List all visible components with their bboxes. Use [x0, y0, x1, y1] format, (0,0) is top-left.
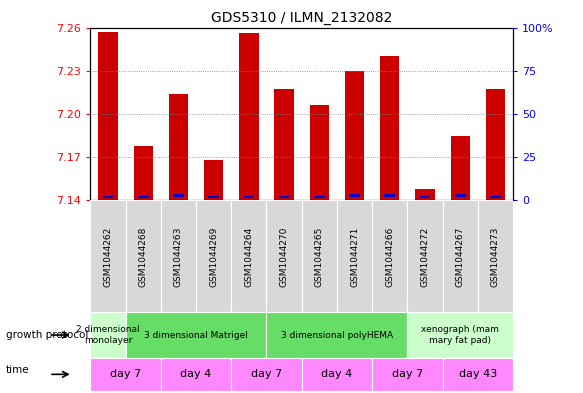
- Bar: [138, 196, 149, 198]
- Text: GSM1044270: GSM1044270: [280, 226, 289, 286]
- Bar: [310, 105, 329, 200]
- Bar: [103, 196, 113, 198]
- Bar: [451, 136, 470, 200]
- Bar: [204, 160, 223, 200]
- Text: GSM1044262: GSM1044262: [103, 226, 113, 286]
- Bar: [99, 32, 118, 200]
- Bar: [478, 200, 513, 312]
- Text: day 4: day 4: [180, 369, 212, 379]
- Bar: [161, 358, 231, 391]
- Bar: [408, 200, 442, 312]
- Text: 2 dimensional
monolayer: 2 dimensional monolayer: [76, 325, 140, 345]
- Text: GSM1044271: GSM1044271: [350, 226, 359, 286]
- Text: day 7: day 7: [251, 369, 282, 379]
- Bar: [239, 33, 258, 200]
- Text: GSM1044266: GSM1044266: [385, 226, 394, 286]
- Text: GSM1044268: GSM1044268: [139, 226, 147, 286]
- Bar: [90, 358, 161, 391]
- Bar: [266, 200, 302, 312]
- Bar: [302, 200, 337, 312]
- Text: GSM1044263: GSM1044263: [174, 226, 183, 286]
- Bar: [420, 196, 430, 198]
- Bar: [442, 200, 478, 312]
- Text: day 7: day 7: [392, 369, 423, 379]
- Bar: [244, 196, 254, 198]
- Bar: [161, 200, 196, 312]
- Text: day 4: day 4: [321, 369, 353, 379]
- Bar: [372, 200, 408, 312]
- Bar: [125, 200, 161, 312]
- Text: xenograph (mam
mary fat pad): xenograph (mam mary fat pad): [422, 325, 499, 345]
- Bar: [415, 189, 435, 200]
- Bar: [134, 146, 153, 200]
- Text: time: time: [6, 365, 30, 375]
- Bar: [314, 196, 325, 198]
- Bar: [372, 358, 442, 391]
- Bar: [408, 312, 513, 358]
- Bar: [380, 56, 399, 200]
- Bar: [208, 196, 219, 198]
- Bar: [442, 358, 513, 391]
- Bar: [275, 90, 294, 200]
- Text: day 43: day 43: [459, 369, 497, 379]
- Bar: [90, 312, 125, 358]
- Text: GSM1044273: GSM1044273: [491, 226, 500, 286]
- Text: GSM1044264: GSM1044264: [244, 226, 254, 286]
- Bar: [173, 194, 184, 196]
- Bar: [345, 71, 364, 200]
- Bar: [125, 312, 266, 358]
- Bar: [490, 196, 501, 198]
- Bar: [337, 200, 372, 312]
- Bar: [455, 194, 466, 196]
- Bar: [279, 196, 289, 198]
- Bar: [486, 90, 505, 200]
- Text: day 7: day 7: [110, 369, 141, 379]
- Bar: [231, 358, 302, 391]
- Bar: [384, 194, 395, 196]
- Bar: [231, 200, 266, 312]
- Text: GSM1044265: GSM1044265: [315, 226, 324, 286]
- Text: 3 dimensional polyHEMA: 3 dimensional polyHEMA: [281, 331, 393, 340]
- Bar: [266, 312, 408, 358]
- Text: growth protocol: growth protocol: [6, 330, 88, 340]
- Text: GSM1044269: GSM1044269: [209, 226, 218, 286]
- Title: GDS5310 / ILMN_2132082: GDS5310 / ILMN_2132082: [211, 11, 392, 25]
- Bar: [349, 194, 360, 196]
- Bar: [90, 200, 125, 312]
- Text: GSM1044267: GSM1044267: [456, 226, 465, 286]
- Bar: [302, 358, 372, 391]
- Bar: [168, 94, 188, 200]
- Bar: [196, 200, 231, 312]
- Text: GSM1044272: GSM1044272: [420, 226, 430, 286]
- Text: 3 dimensional Matrigel: 3 dimensional Matrigel: [144, 331, 248, 340]
